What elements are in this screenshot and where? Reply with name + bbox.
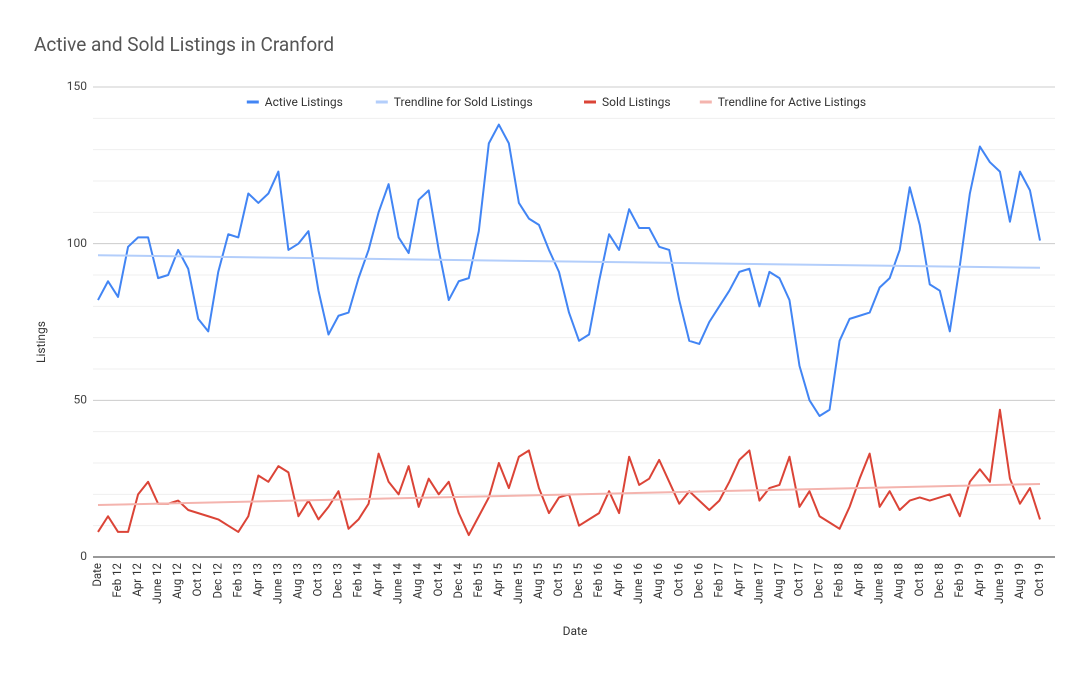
x-tick-label: Aug 16 — [651, 563, 665, 599]
line-series — [97, 408, 1041, 537]
x-tick-label: Aug 13 — [290, 563, 304, 599]
y-tick-label: 0 — [80, 549, 87, 563]
x-tick-label: Feb 13 — [230, 563, 244, 598]
x-tick-label: Apr 17 — [731, 563, 745, 597]
x-tick-label: June 14 — [391, 562, 405, 603]
x-tick-label: June 17 — [751, 563, 765, 604]
x-tick-label: Date — [90, 563, 104, 587]
x-tick-label: Oct 15 — [551, 562, 565, 596]
x-tick-label: Apr 18 — [852, 563, 866, 597]
legend-label: Trendline for Active Listings — [718, 95, 866, 109]
x-tick-label: Feb 15 — [471, 562, 485, 597]
x-tick-label: Oct 12 — [190, 562, 204, 596]
x-tick-label: Feb 18 — [832, 563, 846, 598]
legend-label: Trendline for Sold Listings — [394, 95, 533, 109]
legend-label: Sold Listings — [602, 95, 671, 109]
x-tick-label: June 15 — [511, 562, 525, 603]
trendline — [97, 254, 1041, 269]
x-tick-label: Apr 12 — [130, 562, 144, 596]
x-tick-label: Feb 12 — [110, 562, 124, 597]
x-tick-label: Oct 13 — [310, 563, 324, 596]
x-tick-label: Apr 16 — [611, 563, 625, 597]
y-tick-label: 50 — [74, 393, 88, 407]
x-tick-label: Apr 19 — [972, 563, 986, 597]
x-tick-label: Feb 14 — [351, 562, 365, 597]
trendline — [97, 482, 1041, 506]
legend-label: Active Listings — [265, 95, 343, 109]
x-tick-label: June 18 — [872, 563, 886, 604]
x-axis-title: Date — [563, 624, 588, 638]
x-tick-label: Aug 14 — [411, 562, 425, 599]
x-tick-label: June 12 — [150, 562, 164, 603]
x-tick-label: Dec 15 — [571, 562, 585, 598]
x-tick-label: Oct 17 — [792, 563, 806, 596]
x-tick-label: June 19 — [992, 563, 1006, 604]
x-tick-label: Apr 13 — [250, 563, 264, 597]
x-tick-label: Dec 18 — [932, 563, 946, 598]
x-tick-label: Aug 19 — [1012, 563, 1026, 599]
x-tick-label: Feb 17 — [711, 563, 725, 598]
x-tick-label: Aug 15 — [531, 562, 545, 599]
x-tick-label: Apr 14 — [371, 562, 385, 596]
x-tick-label: June 13 — [270, 563, 284, 604]
x-tick-label: Apr 15 — [491, 562, 505, 596]
x-tick-label: Oct 19 — [1032, 563, 1046, 596]
x-tick-label: Feb 16 — [591, 563, 605, 598]
y-axis-title: Listings — [34, 321, 48, 363]
x-tick-label: Oct 18 — [912, 563, 926, 596]
chart-title: Active and Sold Listings in Cranford — [34, 33, 334, 56]
line-series — [97, 123, 1041, 417]
x-tick-label: Dec 17 — [812, 563, 826, 598]
y-tick-label: 150 — [67, 79, 87, 93]
x-tick-label: Feb 19 — [952, 563, 966, 598]
x-tick-label: Dec 13 — [331, 563, 345, 598]
y-tick-label: 100 — [67, 236, 87, 250]
x-tick-label: Aug 18 — [892, 563, 906, 599]
x-tick-label: Dec 14 — [451, 562, 465, 598]
x-tick-label: Dec 12 — [210, 562, 224, 598]
x-tick-label: Aug 12 — [170, 562, 184, 599]
x-tick-label: Aug 17 — [771, 563, 785, 599]
x-tick-label: June 16 — [631, 563, 645, 604]
x-tick-label: Oct 16 — [671, 563, 685, 596]
x-tick-label: Oct 14 — [431, 562, 445, 596]
x-tick-label: Dec 16 — [691, 563, 705, 598]
